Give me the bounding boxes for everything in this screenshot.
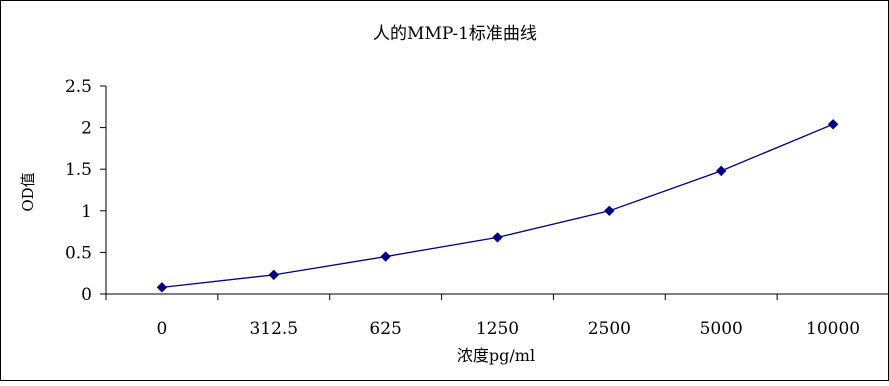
data-point-marker (380, 251, 391, 262)
data-point-marker (716, 165, 727, 177)
x-tick-label: 10000 (806, 319, 860, 339)
series-group (156, 119, 839, 293)
y-tick-label: 0.5 (65, 243, 92, 263)
y-tick-label: 2 (81, 119, 92, 139)
y-tick-label: 1 (81, 202, 92, 222)
y-tick-label: 0 (81, 285, 92, 305)
x-tick-label: 1250 (476, 319, 519, 339)
data-point-marker (156, 282, 168, 293)
data-point-marker (268, 269, 279, 281)
y-tick-label: 2.5 (65, 77, 92, 97)
axes: 0 0.5 1 1.5 2 2.5 0 312.5 625 1250 2500 5000 10000 (65, 77, 889, 339)
x-axis-label: 浓度pg/ml (457, 346, 535, 365)
x-tick-label: 2500 (588, 319, 631, 339)
x-tick-label: 0 (157, 319, 168, 339)
chart-title: 人的MMP-1标准曲线 (373, 24, 537, 44)
data-point-marker (604, 205, 615, 217)
y-axis-label: OD值 (19, 172, 37, 211)
data-point-marker (492, 232, 503, 243)
x-tick-label: 625 (369, 319, 401, 339)
y-tick-label: 1.5 (65, 160, 92, 180)
x-tick-label: 312.5 (249, 319, 298, 339)
x-tick-label: 5000 (700, 319, 743, 339)
data-point-marker (827, 119, 839, 130)
